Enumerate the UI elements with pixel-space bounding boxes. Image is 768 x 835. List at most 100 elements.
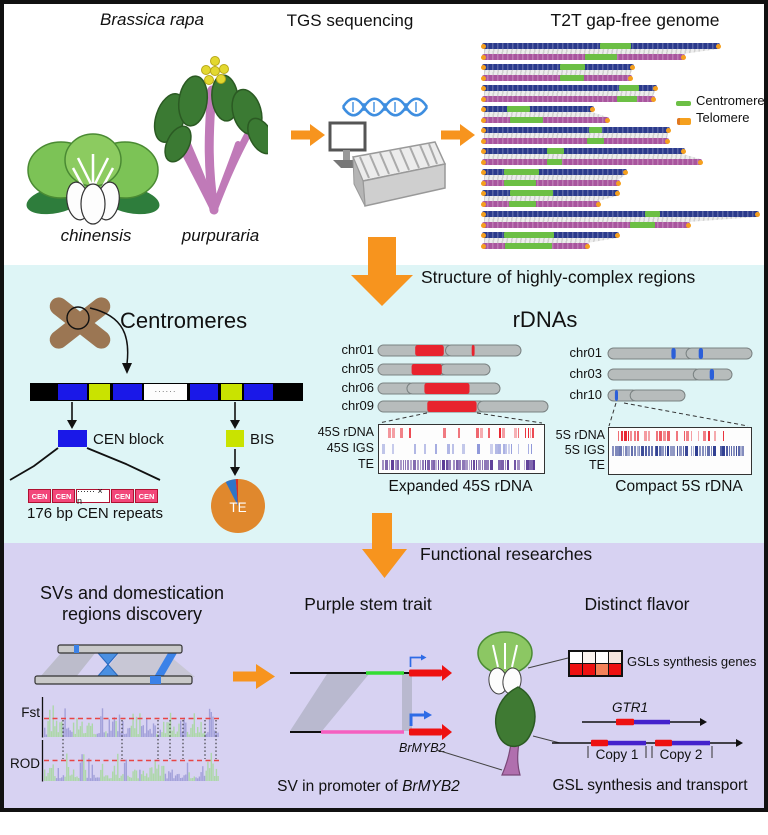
- signal-bar: [96, 733, 99, 737]
- track-dash: [666, 446, 669, 456]
- track-dash: [465, 460, 468, 470]
- track-dash: [526, 460, 529, 470]
- track-dash: [462, 444, 466, 454]
- chromosome-pair: [481, 211, 764, 231]
- brmyb2-promoter-diagram: [290, 654, 452, 740]
- chromosome-arm: [607, 368, 702, 381]
- distinct-flavor-title: Distinct flavor: [584, 594, 690, 614]
- track-dash: [390, 460, 394, 470]
- cen-repeat-box: CEN: [52, 489, 75, 503]
- signal-bar: [183, 717, 185, 737]
- track-dash: [430, 460, 433, 470]
- rod-axis-label: ROD: [10, 756, 40, 771]
- track-dash: [658, 446, 661, 456]
- centromere-segment: [587, 138, 604, 144]
- signal-bar: [149, 728, 151, 737]
- signal-bar: [139, 769, 141, 781]
- track-dash: [458, 460, 462, 470]
- track-dash: [656, 446, 659, 456]
- signal-bar: [134, 728, 136, 737]
- track-dash: [469, 460, 471, 470]
- signal-bar: [200, 721, 202, 737]
- synteny-ribbon: [484, 91, 655, 96]
- centromere-segment: [645, 211, 660, 217]
- synteny-ribbon: [484, 133, 668, 138]
- telomere-dot: [681, 54, 686, 60]
- purple-stem-plant-icon: [495, 686, 536, 776]
- sv-mark: [150, 676, 161, 684]
- centromere-segment: [510, 117, 543, 123]
- assembly-bar-bottom: [481, 222, 691, 228]
- signal-bar: [88, 722, 90, 737]
- t2t-genome-panel: [481, 43, 764, 255]
- te-pie-chart: [211, 479, 265, 533]
- centromere-segment: [509, 201, 536, 207]
- subspecies-chinensis-label: chinensis: [60, 226, 132, 245]
- track-dash: [517, 460, 520, 470]
- assembly-bar-bottom: [481, 201, 601, 207]
- fst-signal: [44, 705, 219, 737]
- signal-track-row: [611, 446, 747, 456]
- signal-bar: [101, 708, 104, 737]
- purpuraria-plant-icon: [153, 56, 268, 215]
- signal-bar: [118, 778, 121, 781]
- rdna-segment: [424, 383, 470, 394]
- signal-bar: [100, 716, 102, 737]
- cen-repeat-box: CEN: [111, 489, 134, 503]
- track-dash: [704, 446, 707, 456]
- signal-bar: [166, 778, 168, 781]
- signal-bar: [64, 708, 66, 737]
- assembly-bar-bottom: [481, 75, 633, 81]
- signal-bar: [193, 776, 195, 781]
- green-stem-plant-icon: [477, 631, 533, 695]
- signal-bar: [176, 774, 178, 781]
- alignment-band: [402, 674, 412, 731]
- signal-bar: [195, 733, 197, 737]
- telomere-dot: [716, 43, 721, 49]
- svs-title-line1: SVs and domestication: [39, 583, 225, 603]
- signal-bar: [214, 730, 216, 737]
- track-dash: [533, 460, 536, 470]
- telomere-dot: [653, 85, 658, 91]
- signal-bar: [52, 764, 54, 781]
- cen-repeats-row: CEN CEN ······ × n CEN CEN: [28, 486, 158, 506]
- synteny-ribbon: [484, 154, 700, 159]
- track-dash: [532, 428, 534, 438]
- zoom-box-45s: [378, 424, 545, 474]
- signal-bar: [61, 777, 63, 781]
- phenotype-plants: [477, 631, 536, 776]
- signal-bar: [135, 770, 138, 781]
- telomere-dot: [665, 138, 670, 144]
- signal-track-row: [381, 460, 540, 470]
- track-dash: [499, 428, 502, 438]
- signal-bar: [171, 769, 173, 781]
- signal-bar: [98, 777, 100, 781]
- signal-bar: [174, 775, 177, 781]
- gsl-gene-cell: [596, 652, 608, 663]
- signal-bar: [117, 731, 119, 737]
- signal-bar: [171, 730, 173, 737]
- cen-repeat-box: CEN: [135, 489, 158, 503]
- signal-bar: [72, 722, 75, 737]
- centromere-circle-marker: [66, 306, 90, 330]
- cen-repeat-box: CEN: [28, 489, 51, 503]
- centromere-segment: [547, 159, 562, 165]
- telomere-dot: [481, 43, 486, 49]
- assembly-bar-bottom: [481, 96, 656, 102]
- telomere-dot: [481, 138, 486, 144]
- signal-track-row: [381, 428, 540, 438]
- signal-bar: [108, 719, 110, 737]
- telomere-dot: [615, 190, 620, 196]
- track-dash: [407, 460, 410, 470]
- signal-bar: [59, 778, 61, 781]
- signal-bar: [101, 763, 104, 781]
- track-dash: [489, 460, 493, 470]
- curved-arrow-to-bar: [89, 307, 132, 374]
- track-dash: [416, 460, 419, 470]
- track-dash: [487, 428, 491, 438]
- track-dash: [437, 460, 439, 470]
- track-dash: [513, 428, 517, 438]
- track-dash: [394, 460, 397, 470]
- signal-bar: [142, 725, 144, 737]
- gsl-genes-heatmap: [568, 650, 623, 677]
